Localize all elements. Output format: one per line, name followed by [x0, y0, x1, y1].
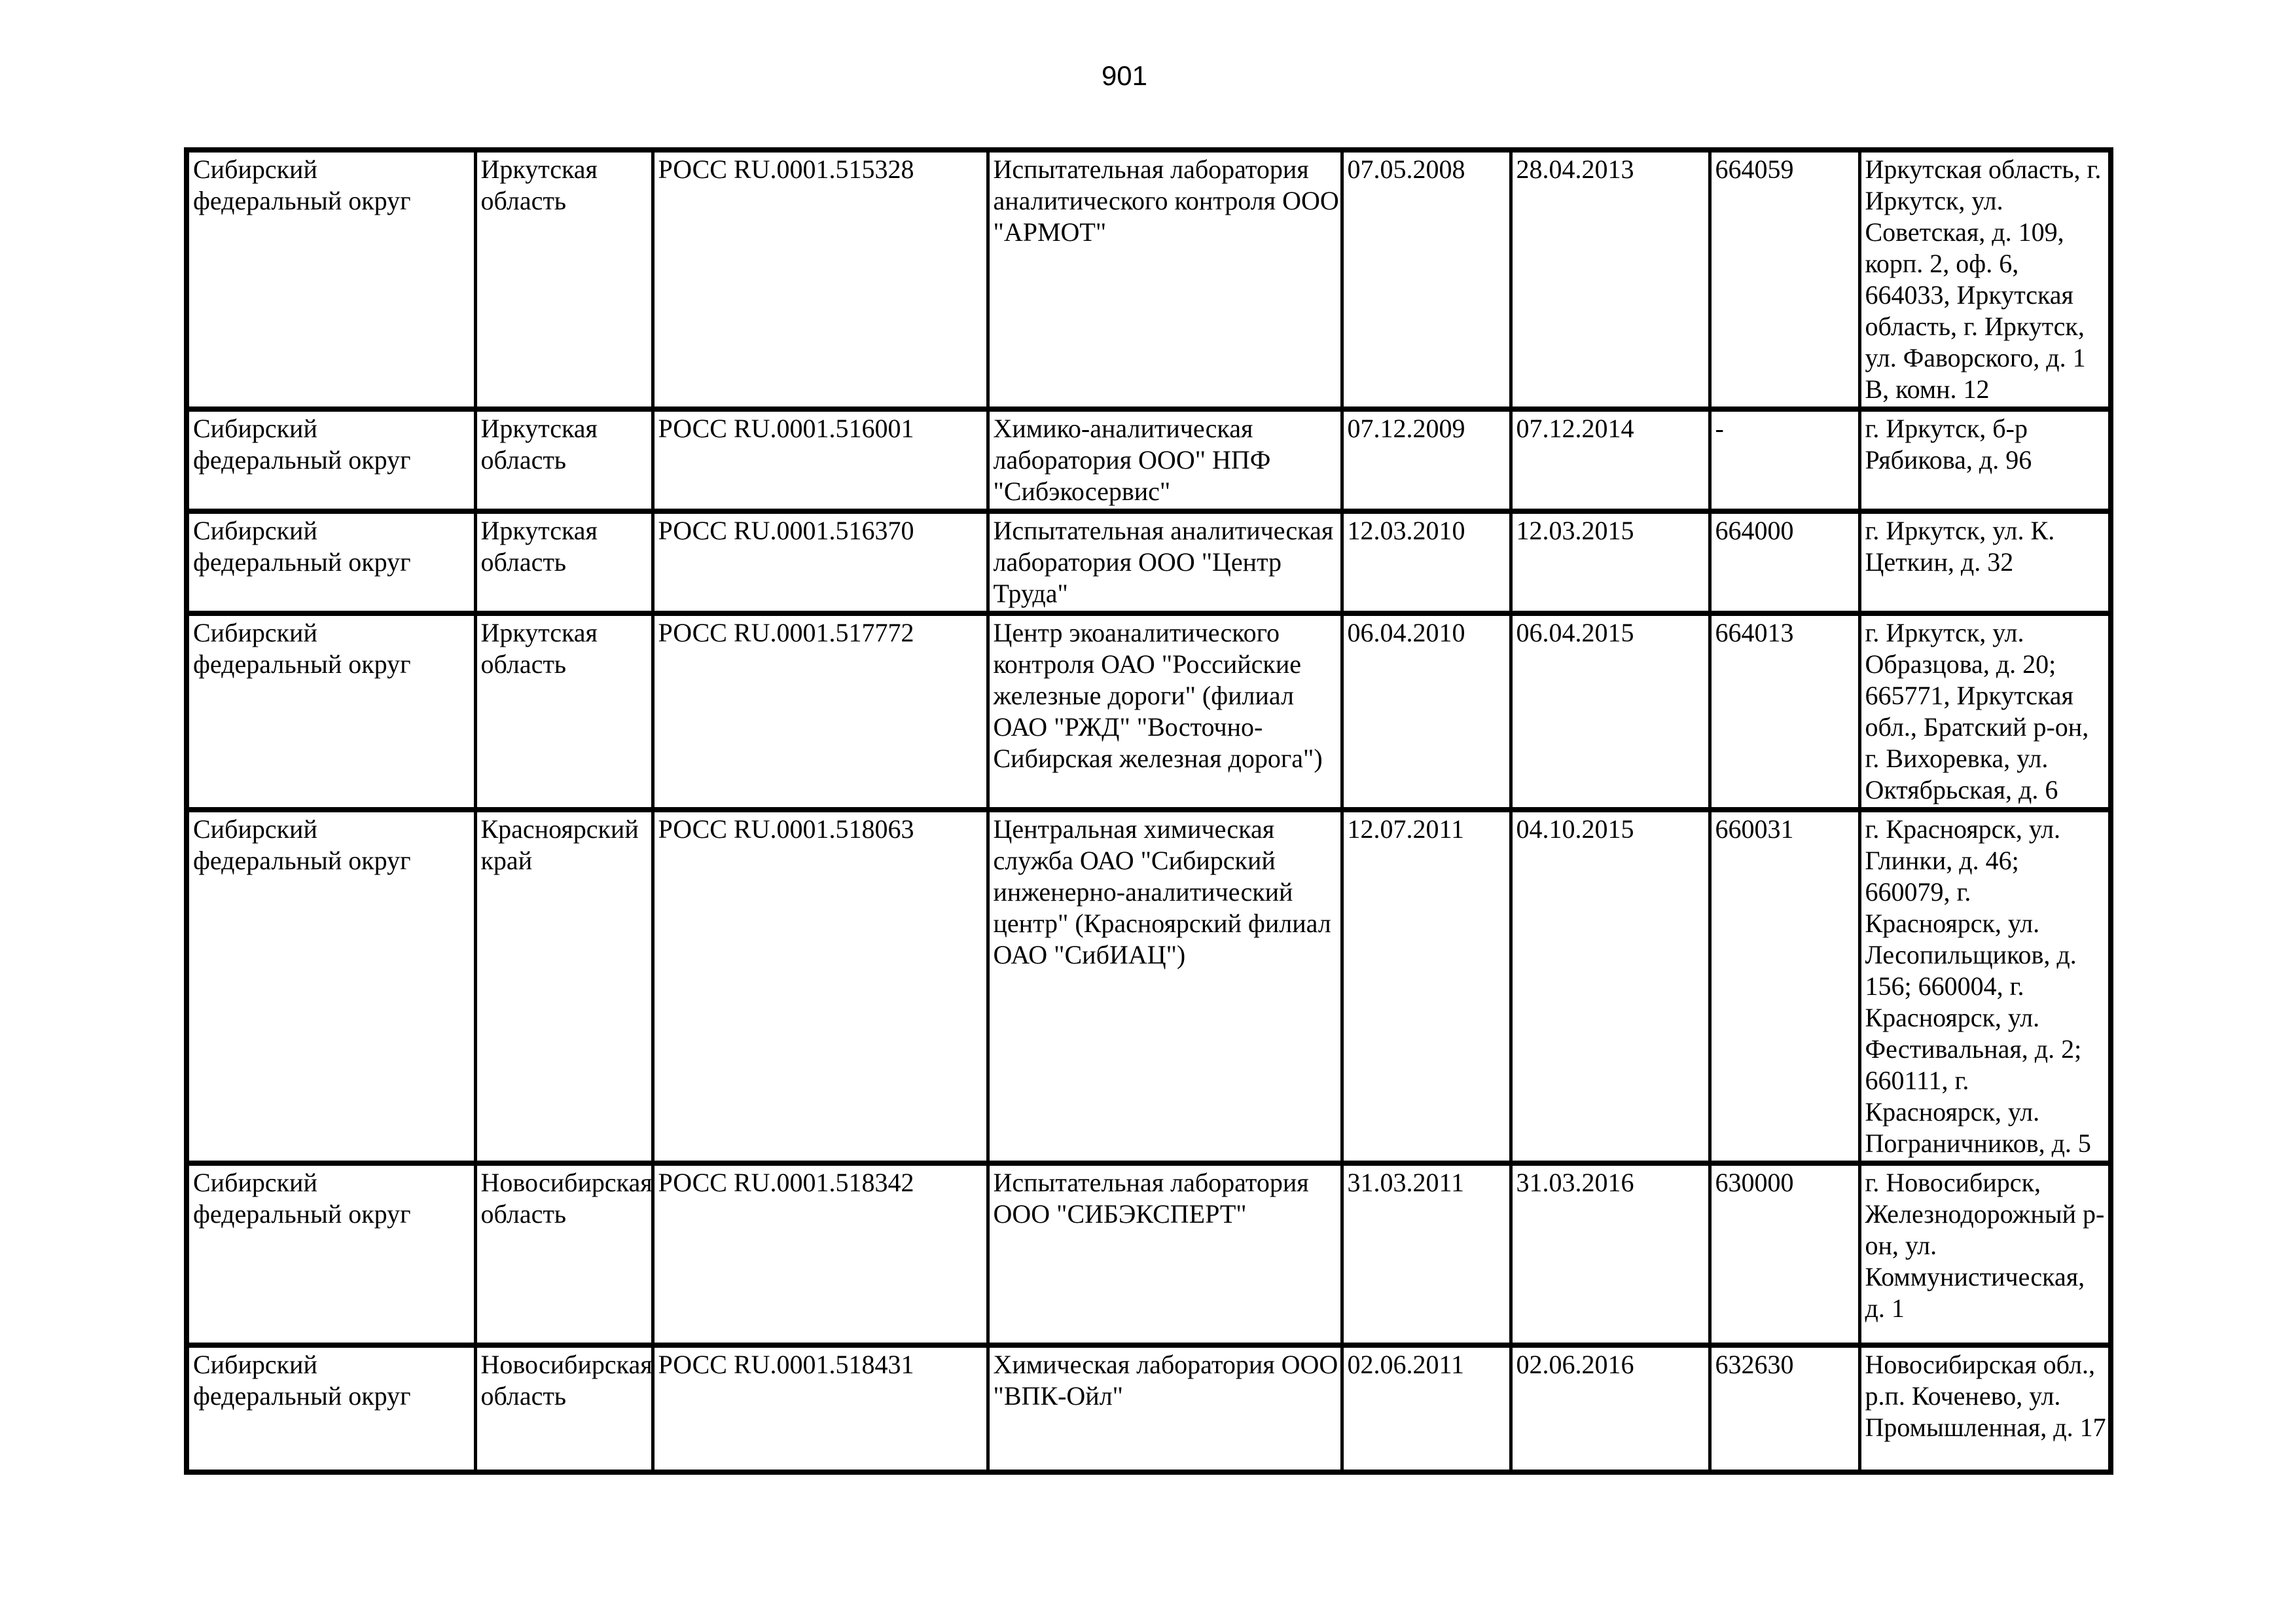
cell-federal-district: Сибирский федеральный округ — [185, 611, 477, 812]
cell-issue-date: 12.07.2011 — [1340, 807, 1513, 1166]
cell-region: Новосибирская область — [473, 1161, 655, 1348]
cell-postal-code: - — [1708, 406, 1861, 514]
cell-lab-name: Испытательная аналитическая лаборатория … — [986, 509, 1344, 616]
cell-federal-district: Сибирский федеральный округ — [185, 509, 477, 616]
cell-issue-date: 07.12.2009 — [1340, 406, 1513, 514]
cell-region: Новосибирская область — [473, 1343, 655, 1475]
cell-cert-number: РОСС RU.0001.516370 — [651, 509, 990, 616]
cell-federal-district: Сибирский федеральный округ — [185, 147, 477, 412]
cell-issue-date: 02.06.2011 — [1340, 1343, 1513, 1475]
cell-expiry-date: 06.04.2015 — [1509, 611, 1712, 812]
cell-expiry-date: 07.12.2014 — [1509, 406, 1712, 514]
table-row: Сибирский федеральный округ Иркутская об… — [185, 611, 2113, 812]
cell-cert-number: РОСС RU.0001.517772 — [651, 611, 990, 812]
cell-lab-name: Центральная химическая служба ОАО "Сибир… — [986, 807, 1344, 1166]
table-row: Сибирский федеральный округ Новосибирска… — [185, 1343, 2113, 1475]
cell-postal-code: 664059 — [1708, 147, 1861, 412]
cell-region: Красноярский край — [473, 807, 655, 1166]
cell-cert-number: РОСС RU.0001.518063 — [651, 807, 990, 1166]
cell-address: Иркутская область, г. Иркутск, ул. Совет… — [1857, 147, 2113, 412]
cell-lab-name: Химико-аналитическая лаборатория ООО" НП… — [986, 406, 1344, 514]
cell-lab-name: Химическая лаборатория ООО "ВПК-Ойл" — [986, 1343, 1344, 1475]
cell-address: г. Иркутск, б-р Рябикова, д. 96 — [1857, 406, 2113, 514]
cell-region: Иркутская область — [473, 406, 655, 514]
cell-postal-code: 632630 — [1708, 1343, 1861, 1475]
cell-lab-name: Испытательная лаборатория аналитического… — [986, 147, 1344, 412]
cell-lab-name: Испытательная лаборатория ООО "СИБЭКСПЕР… — [986, 1161, 1344, 1348]
cell-region: Иркутская область — [473, 147, 655, 412]
cell-lab-name: Центр экоаналитического контроля ОАО "Ро… — [986, 611, 1344, 812]
cell-postal-code: 660031 — [1708, 807, 1861, 1166]
cell-cert-number: РОСС RU.0001.515328 — [651, 147, 990, 412]
cell-postal-code: 630000 — [1708, 1161, 1861, 1348]
table-row: Сибирский федеральный округ Иркутская об… — [185, 509, 2113, 616]
cell-postal-code: 664013 — [1708, 611, 1861, 812]
table-row: Сибирский федеральный округ Красноярский… — [185, 807, 2113, 1166]
cell-address: г. Иркутск, ул. К. Цеткин, д. 32 — [1857, 509, 2113, 616]
cell-address: Новосибирская обл., р.п. Коченево, ул. П… — [1857, 1343, 2113, 1475]
cell-region: Иркутская область — [473, 611, 655, 812]
table-row: Сибирский федеральный округ Иркутская об… — [185, 406, 2113, 514]
cell-expiry-date: 12.03.2015 — [1509, 509, 1712, 616]
accredited-labs-table: Сибирский федеральный округ Иркутская об… — [184, 147, 2113, 1475]
cell-expiry-date: 04.10.2015 — [1509, 807, 1712, 1166]
page-number: 901 — [1101, 60, 1148, 91]
cell-region: Иркутская область — [473, 509, 655, 616]
cell-cert-number: РОСС RU.0001.518342 — [651, 1161, 990, 1348]
cell-address: г. Иркутск, ул. Образцова, д. 20; 665771… — [1857, 611, 2113, 812]
cell-federal-district: Сибирский федеральный округ — [185, 1161, 477, 1348]
cell-expiry-date: 02.06.2016 — [1509, 1343, 1712, 1475]
table-row: Сибирский федеральный округ Иркутская об… — [185, 147, 2113, 412]
cell-expiry-date: 28.04.2013 — [1509, 147, 1712, 412]
cell-postal-code: 664000 — [1708, 509, 1861, 616]
cell-federal-district: Сибирский федеральный округ — [185, 406, 477, 514]
cell-address: г. Новосибирск, Железнодорожный р- он, у… — [1857, 1161, 2113, 1348]
cell-cert-number: РОСС RU.0001.518431 — [651, 1343, 990, 1475]
cell-issue-date: 07.05.2008 — [1340, 147, 1513, 412]
cell-cert-number: РОСС RU.0001.516001 — [651, 406, 990, 514]
cell-issue-date: 12.03.2010 — [1340, 509, 1513, 616]
table-row: Сибирский федеральный округ Новосибирска… — [185, 1161, 2113, 1348]
cell-federal-district: Сибирский федеральный округ — [185, 807, 477, 1166]
cell-address: г. Красноярск, ул. Глинки, д. 46; 660079… — [1857, 807, 2113, 1166]
cell-federal-district: Сибирский федеральный округ — [185, 1343, 477, 1475]
cell-issue-date: 06.04.2010 — [1340, 611, 1513, 812]
cell-issue-date: 31.03.2011 — [1340, 1161, 1513, 1348]
cell-expiry-date: 31.03.2016 — [1509, 1161, 1712, 1348]
